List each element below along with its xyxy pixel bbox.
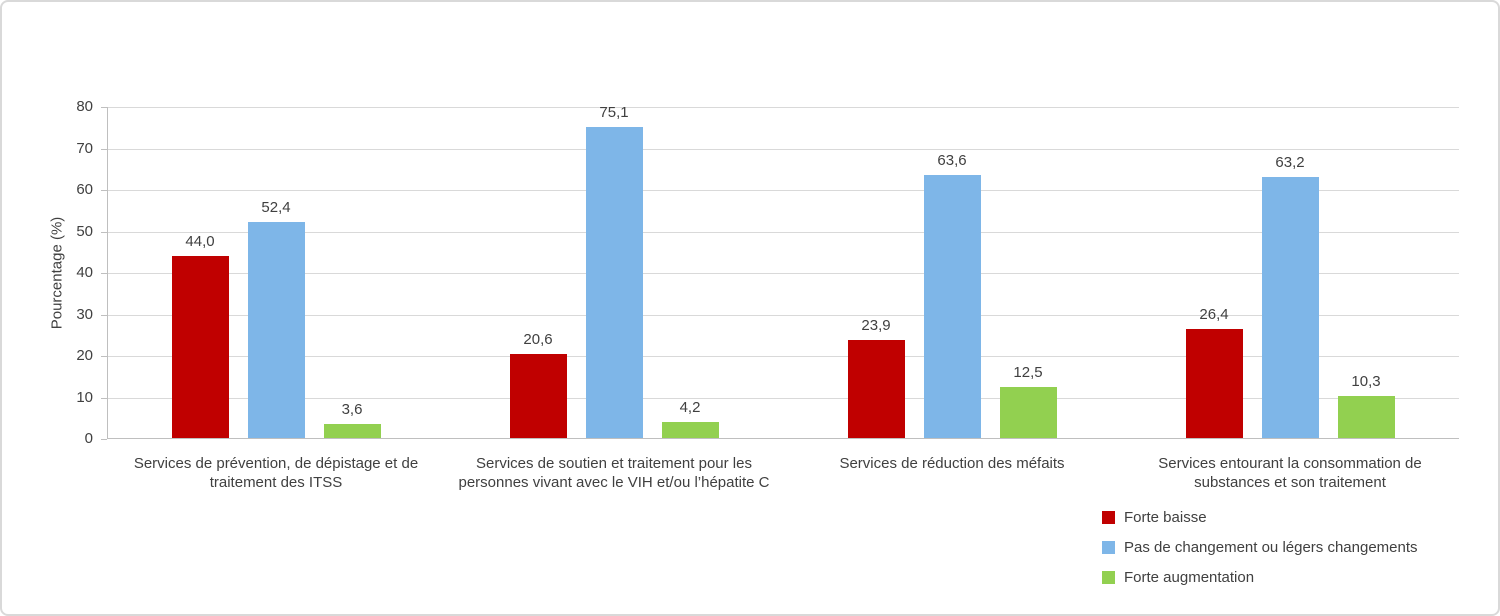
y-tick-mark <box>101 397 107 399</box>
category-label: Services entourant la consommation de su… <box>1158 455 1422 491</box>
y-tick-label: 60 <box>76 181 93 198</box>
bar: 12,5 <box>999 364 1057 439</box>
category-label: Services de soutien et traitement pour l… <box>458 455 770 491</box>
bar: 52,4 <box>247 199 305 439</box>
bar-group: 20,6 75,1 4,2 <box>445 104 783 439</box>
gridline <box>107 231 1459 233</box>
category-label: Services de réduction des méfaits <box>839 455 1065 472</box>
bar-value-label: 23,9 <box>861 316 891 334</box>
legend-label: Pas de changement ou légers changements <box>1124 539 1418 556</box>
bar: 63,2 <box>1261 154 1319 439</box>
gridline <box>107 397 1459 399</box>
y-tick-mark <box>101 273 107 274</box>
gridline <box>107 190 1459 191</box>
y-tick-mark <box>101 148 107 150</box>
gridline <box>107 314 1459 316</box>
gridline <box>107 273 1459 274</box>
category-cell: Services de réduction des méfaits <box>783 454 1121 492</box>
gridline <box>107 107 1459 108</box>
bar-group: 26,4 63,2 10,3 <box>1121 107 1459 439</box>
bar-value-label: 63,6 <box>937 152 967 170</box>
category-axis: Services de prévention, de dépistage et … <box>107 454 1459 492</box>
gridline <box>107 356 1459 357</box>
bar: 23,9 <box>847 317 905 439</box>
legend-item: Forte augmentation <box>1102 569 1418 586</box>
bar-value-label: 26,4 <box>1199 306 1229 324</box>
legend-item: Forte baisse <box>1102 509 1418 526</box>
bar: 26,4 <box>1185 306 1243 439</box>
y-tick-mark <box>101 107 107 108</box>
legend-swatch <box>1102 571 1115 584</box>
y-tick-label: 30 <box>76 305 93 323</box>
bar: 63,6 <box>923 152 981 439</box>
y-tick-label: 20 <box>76 347 93 364</box>
bar-value-label: 12,5 <box>1013 364 1043 382</box>
plot-area: 44,0 52,4 3,6 20,6 75,1 4,2 23,9 63,6 12,5 26,4 63… <box>107 104 1459 439</box>
bar-value-label: 52,4 <box>261 198 291 216</box>
y-tick-label: 80 <box>76 98 93 115</box>
legend-swatch <box>1102 541 1115 554</box>
y-tick-mark <box>101 356 107 357</box>
legend-label: Forte augmentation <box>1124 569 1255 586</box>
y-axis-line <box>107 107 108 439</box>
bar-value-label: 4,2 <box>679 398 701 416</box>
category-cell: Services de soutien et traitement pour l… <box>445 454 783 492</box>
legend: Forte baisse Pas de changement ou légers … <box>1102 509 1418 586</box>
y-tick-mark <box>101 439 107 440</box>
gridline <box>107 148 1459 150</box>
bar-group: 23,9 63,6 12,5 <box>783 107 1121 439</box>
y-tick-label: 70 <box>76 139 93 157</box>
bar-value-label: 20,6 <box>523 330 553 348</box>
bars-layer: 44,0 52,4 3,6 20,6 75,1 4,2 23,9 63,6 12,5 26,4 63… <box>107 104 1459 439</box>
bar-group: 44,0 52,4 3,6 <box>107 107 445 439</box>
bar-value-label: 3,6 <box>341 401 363 419</box>
category-label: Services de prévention, de dépistage et … <box>133 455 419 491</box>
y-tick-label: 0 <box>84 430 93 447</box>
y-axis: 0 10 20 30 40 50 60 70 80 <box>57 98 107 447</box>
bar: 10,3 <box>1337 373 1395 439</box>
y-tick-mark <box>101 314 107 316</box>
y-tick-label: 50 <box>76 222 93 240</box>
bar-value-label: 75,1 <box>599 104 629 122</box>
bar: 20,6 <box>509 331 567 439</box>
y-tick-label: 10 <box>76 388 93 406</box>
y-tick-mark <box>101 231 107 233</box>
legend-item: Pas de changement ou légers changements <box>1102 539 1418 556</box>
category-cell: Services de prévention, de dépistage et … <box>107 454 445 492</box>
x-axis-line <box>107 438 1459 439</box>
bar: 44,0 <box>171 233 229 439</box>
bar: 75,1 <box>585 104 643 439</box>
bar-value-label: 63,2 <box>1275 153 1305 171</box>
legend-label: Forte baisse <box>1124 509 1207 526</box>
bar-value-label: 44,0 <box>185 233 215 251</box>
category-cell: Services entourant la consommation de su… <box>1121 454 1459 492</box>
y-tick-mark <box>101 190 107 191</box>
legend-swatch <box>1102 511 1115 524</box>
bar-value-label: 10,3 <box>1351 373 1381 391</box>
bar: 3,6 <box>323 401 381 439</box>
y-tick-label: 40 <box>76 264 93 281</box>
bar: 4,2 <box>661 399 719 439</box>
